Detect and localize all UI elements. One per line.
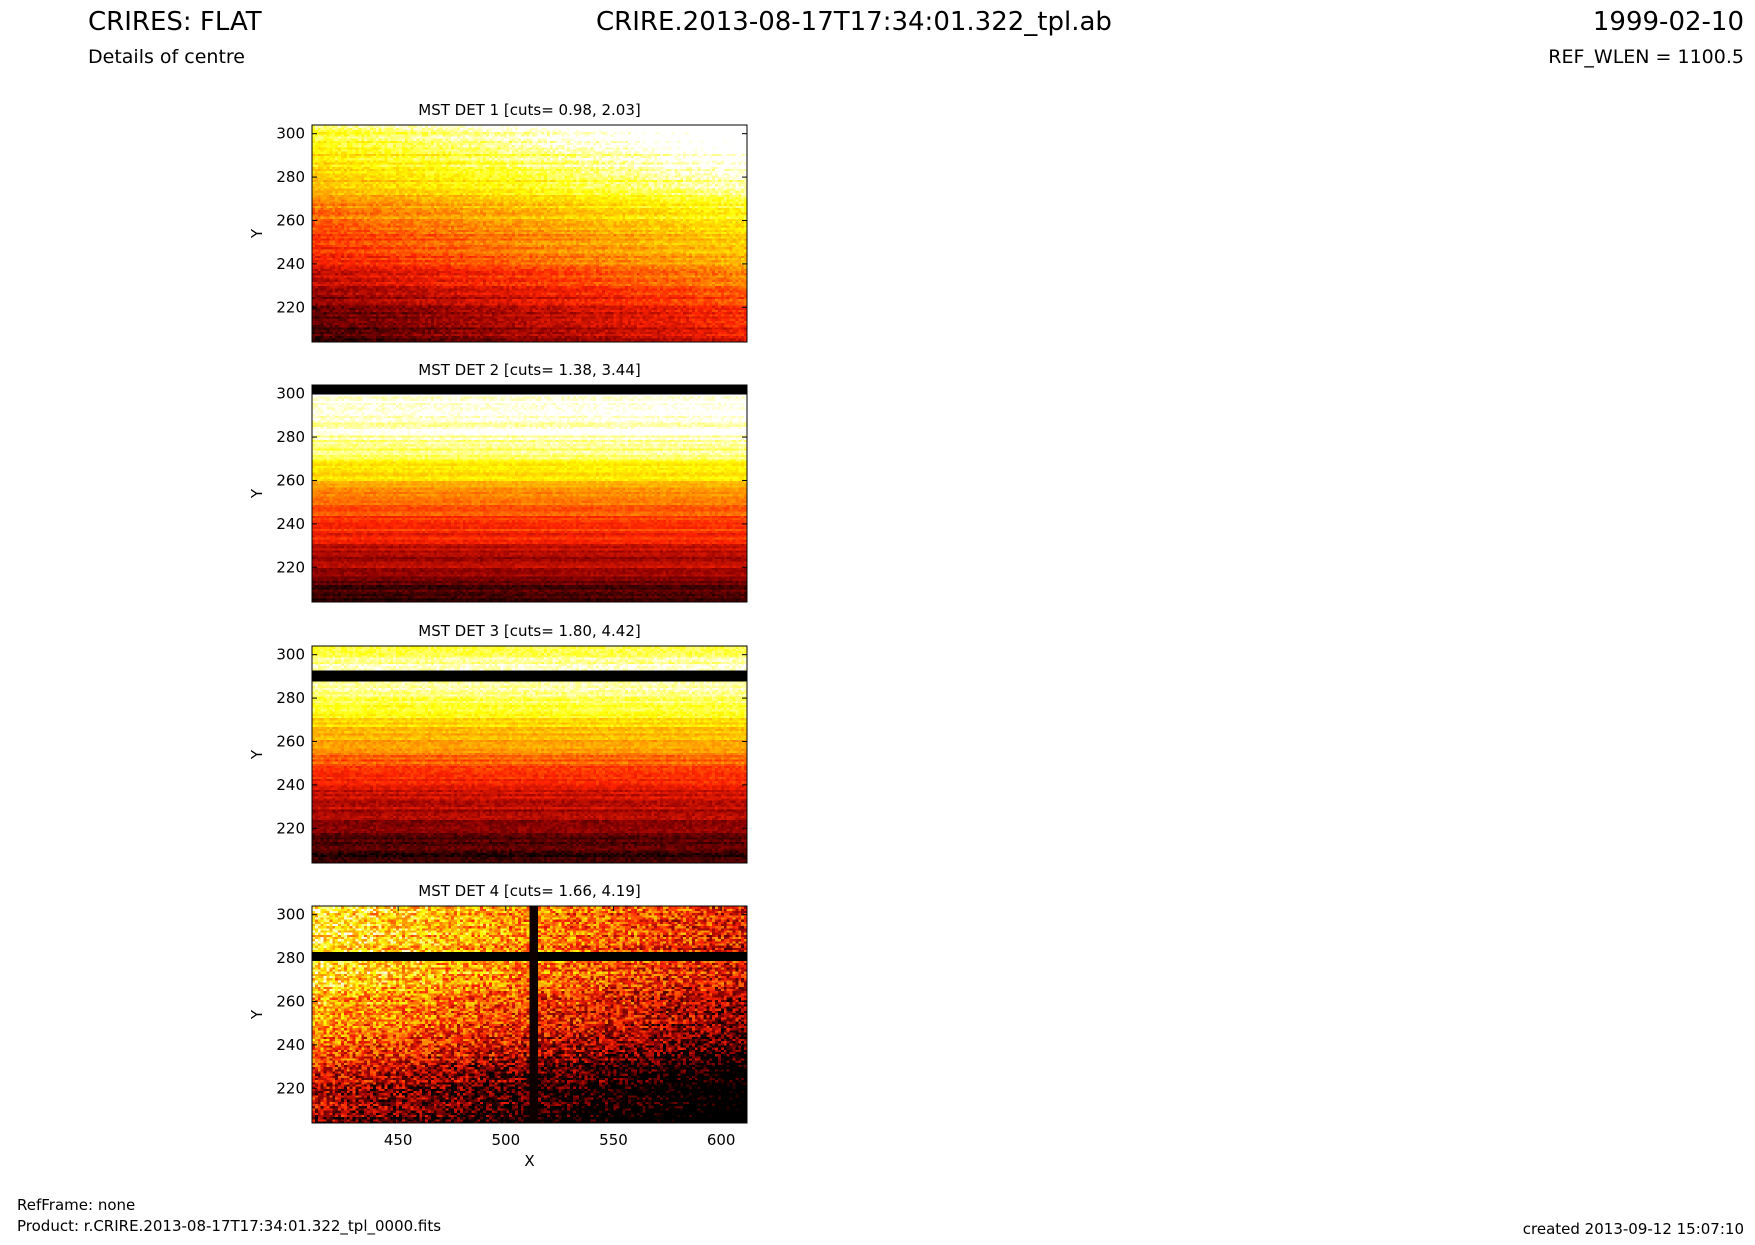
heatmap-panel-1: MST DET 1 [cuts= 0.98, 2.03]220240260280… [248, 101, 748, 343]
heatmap-cells [312, 125, 748, 343]
